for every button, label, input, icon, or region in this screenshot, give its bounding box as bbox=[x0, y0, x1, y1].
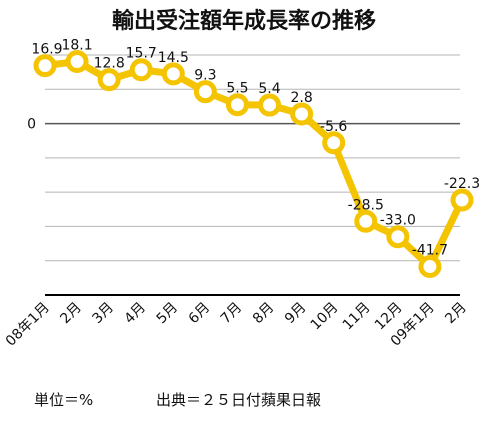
data-label: 5.5 bbox=[226, 81, 248, 97]
x-tick-label: 9月 bbox=[282, 300, 310, 328]
data-label: -33.0 bbox=[380, 213, 416, 229]
y-tick-label: 0 bbox=[27, 117, 36, 133]
x-tick-label: 2月 bbox=[57, 300, 85, 328]
unit-note: 単位＝% bbox=[34, 391, 93, 409]
data-label: -5.6 bbox=[320, 119, 347, 135]
data-label: 16.9 bbox=[31, 42, 62, 58]
data-label: 14.5 bbox=[158, 50, 189, 66]
data-label: -28.5 bbox=[348, 197, 384, 213]
data-point bbox=[33, 54, 57, 78]
data-point bbox=[129, 58, 153, 82]
x-tick-label: 6月 bbox=[186, 300, 214, 328]
data-label: 2.8 bbox=[290, 90, 312, 106]
x-tick-label: 4月 bbox=[122, 300, 150, 328]
data-label: 9.3 bbox=[194, 68, 216, 84]
x-tick-label: 3月 bbox=[89, 300, 117, 328]
x-tick-label: 5月 bbox=[154, 300, 182, 328]
data-point bbox=[418, 255, 442, 279]
x-tick-label: 8月 bbox=[250, 300, 278, 328]
data-point bbox=[354, 209, 378, 233]
chart-title: 輸出受注額年成長率の推移 bbox=[112, 8, 376, 34]
data-point bbox=[386, 225, 410, 249]
x-tick-label: 7月 bbox=[218, 300, 246, 328]
data-label: -41.7 bbox=[412, 243, 448, 259]
data-point bbox=[97, 68, 121, 92]
x-tick-label: 11月 bbox=[340, 300, 374, 334]
data-label: 18.1 bbox=[61, 38, 92, 54]
data-label: 15.7 bbox=[126, 46, 157, 62]
x-tick-label: 2月 bbox=[442, 300, 470, 328]
data-point bbox=[258, 93, 282, 117]
data-label: 5.4 bbox=[258, 81, 280, 97]
data-point bbox=[161, 62, 185, 86]
data-points bbox=[33, 50, 474, 279]
source-note: 出典＝２５日付蘋果日報 bbox=[156, 391, 321, 409]
data-point bbox=[290, 102, 314, 126]
x-tick-label: 10月 bbox=[308, 300, 342, 334]
data-point bbox=[225, 93, 249, 117]
data-point bbox=[193, 80, 217, 104]
data-point bbox=[65, 50, 89, 74]
data-label: 12.8 bbox=[94, 56, 125, 72]
data-point bbox=[322, 131, 346, 155]
data-label: -22.3 bbox=[444, 176, 480, 192]
data-labels: 16.918.112.815.7 14.5 9.3 5.5 5.4 2.8 -5.6 -28.… bbox=[31, 38, 480, 259]
x-tick-label: 08年1月 bbox=[3, 300, 53, 350]
data-point bbox=[450, 188, 474, 212]
